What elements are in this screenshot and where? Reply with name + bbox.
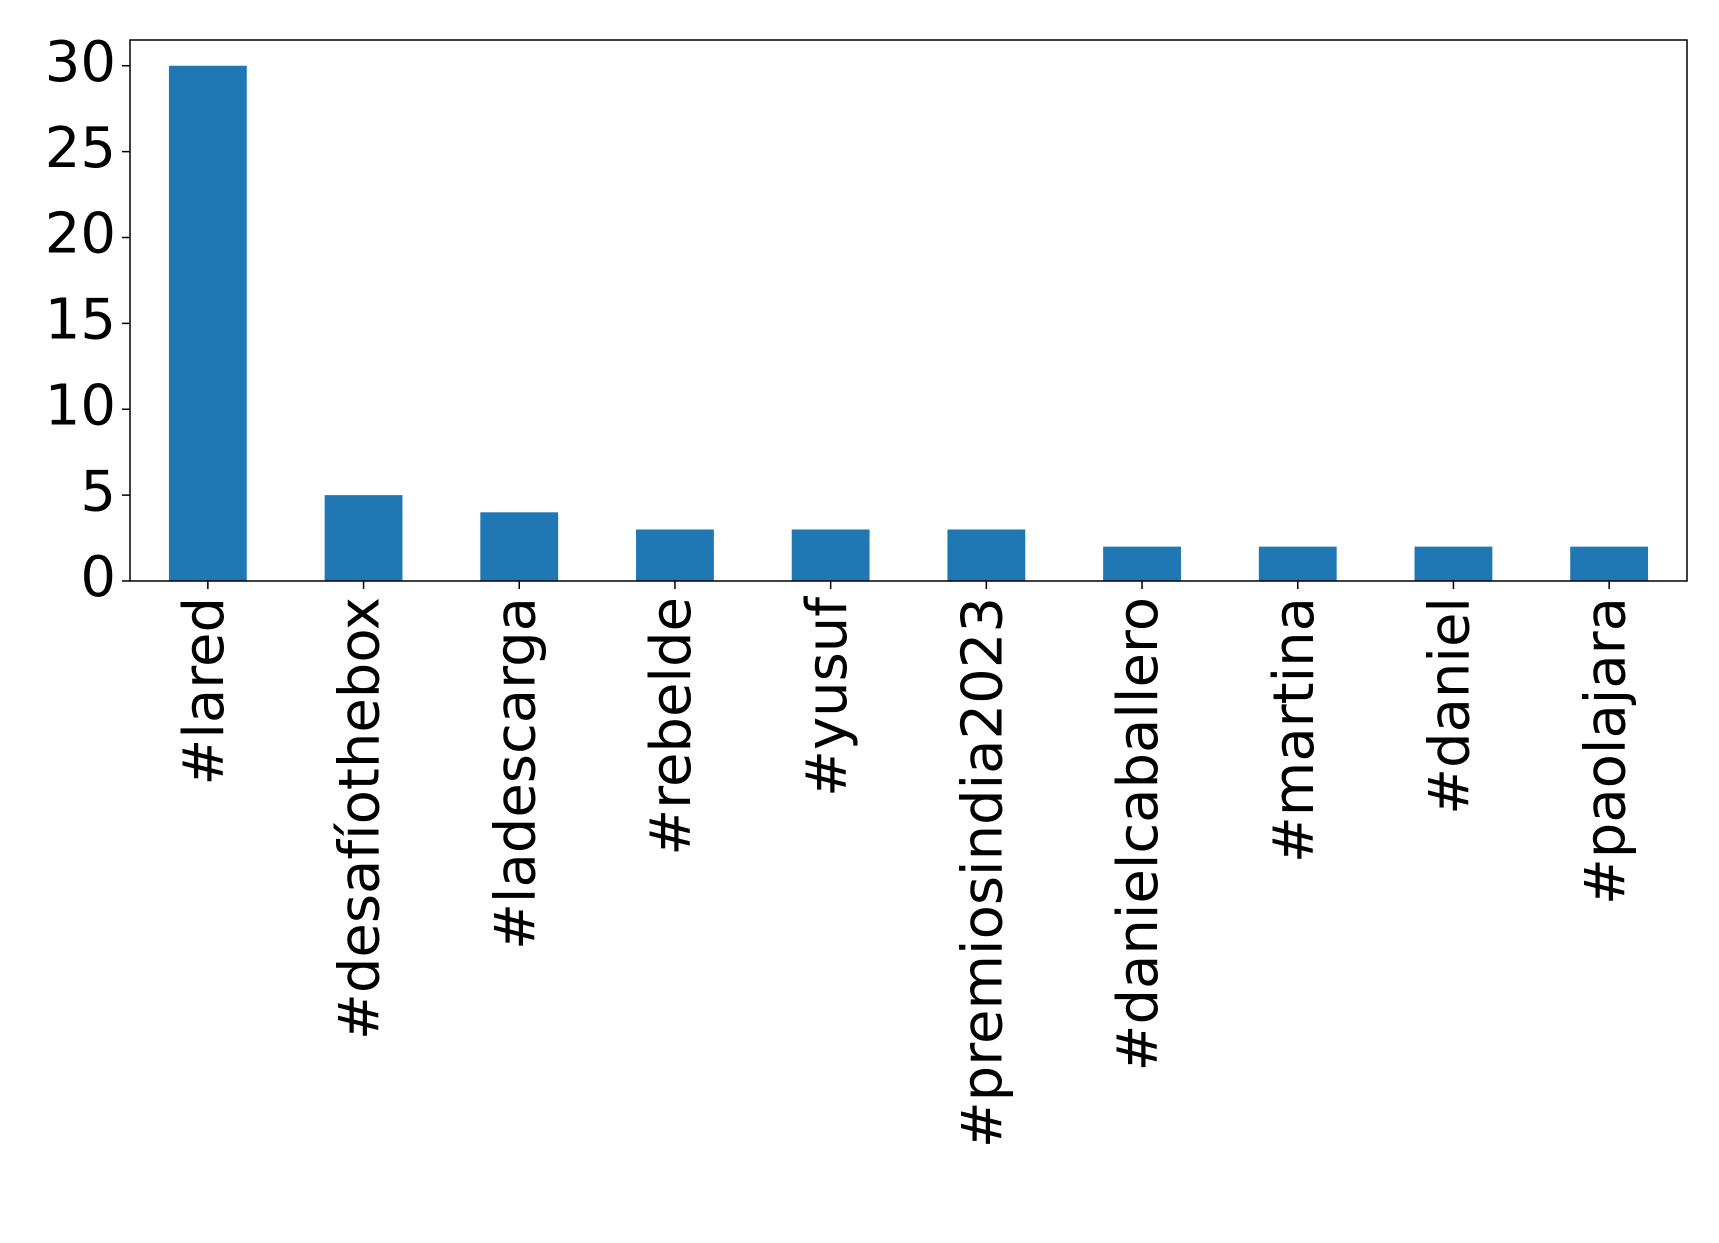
y-tick-label: 5: [80, 459, 116, 524]
x-tick-label: #daniel: [1418, 597, 1483, 815]
x-tick-label: #lared: [172, 597, 237, 786]
x-tick-label: #rebelde: [639, 597, 704, 856]
bar: [1103, 546, 1181, 581]
y-tick-label: 25: [45, 116, 116, 181]
bar: [791, 529, 870, 581]
y-tick-label: 15: [45, 288, 116, 353]
x-tick-label: #premiosindia2023: [950, 597, 1015, 1148]
bar: [1414, 546, 1493, 581]
y-tick-label: 10: [45, 373, 116, 438]
y-tick-label: 30: [45, 30, 116, 95]
bar: [324, 495, 403, 581]
x-tick-label: #danielcaballero: [1106, 597, 1171, 1071]
y-tick-label: 20: [45, 202, 116, 267]
bar: [947, 529, 1026, 581]
plot-frame: [129, 39, 1688, 582]
bar: [480, 512, 559, 581]
y-tick-label: 0: [80, 545, 116, 610]
bar: [168, 65, 247, 581]
x-tick-label: #paolajara: [1573, 597, 1638, 905]
bar: [636, 529, 714, 581]
x-tick-label: #yusuf: [795, 596, 860, 797]
x-tick-label: #ladescarga: [483, 597, 548, 950]
bar: [1258, 546, 1337, 581]
bar: [1570, 546, 1649, 581]
x-tick-label: #desafíothebox: [328, 597, 393, 1040]
x-tick-label: #martina: [1262, 597, 1327, 863]
